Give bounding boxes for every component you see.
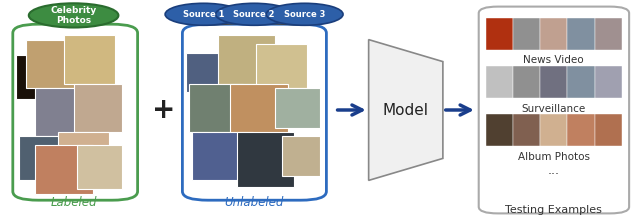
Bar bbox=[513, 18, 540, 50]
Bar bbox=[595, 114, 621, 146]
Text: Labeled: Labeled bbox=[51, 196, 97, 209]
Bar bbox=[26, 40, 80, 88]
Bar bbox=[230, 84, 288, 136]
Bar bbox=[275, 88, 320, 128]
Bar bbox=[77, 145, 122, 189]
Text: Source 1: Source 1 bbox=[183, 10, 224, 19]
Bar bbox=[540, 66, 568, 98]
Bar bbox=[256, 44, 307, 88]
Text: +: + bbox=[152, 96, 175, 124]
Text: Source 3: Source 3 bbox=[284, 10, 325, 19]
Text: Unlabeled: Unlabeled bbox=[225, 196, 284, 209]
Ellipse shape bbox=[165, 3, 242, 25]
Bar bbox=[595, 66, 621, 98]
Text: Testing Examples: Testing Examples bbox=[505, 205, 602, 214]
Polygon shape bbox=[369, 40, 443, 180]
Text: News Video: News Video bbox=[524, 55, 584, 65]
Bar bbox=[513, 66, 540, 98]
Bar bbox=[218, 35, 275, 84]
Bar bbox=[237, 132, 294, 187]
FancyBboxPatch shape bbox=[13, 24, 138, 200]
Ellipse shape bbox=[266, 3, 343, 25]
Bar bbox=[64, 35, 115, 84]
FancyBboxPatch shape bbox=[479, 7, 629, 213]
Bar bbox=[35, 88, 80, 136]
Text: Model: Model bbox=[383, 103, 429, 117]
Bar bbox=[35, 145, 93, 194]
Text: Source 2: Source 2 bbox=[234, 10, 275, 19]
Bar bbox=[58, 132, 109, 176]
Text: ...: ... bbox=[548, 164, 559, 177]
Bar bbox=[568, 18, 595, 50]
Bar bbox=[186, 53, 234, 92]
Bar bbox=[486, 66, 513, 98]
Bar bbox=[595, 18, 621, 50]
Bar bbox=[74, 84, 122, 132]
Text: Album Photos: Album Photos bbox=[518, 152, 589, 162]
Bar bbox=[282, 136, 320, 176]
Bar bbox=[540, 114, 568, 146]
FancyBboxPatch shape bbox=[182, 24, 326, 200]
Bar bbox=[568, 66, 595, 98]
Bar bbox=[513, 114, 540, 146]
Bar bbox=[192, 132, 253, 180]
Ellipse shape bbox=[29, 3, 118, 28]
Text: Celebrity
Photos: Celebrity Photos bbox=[51, 6, 97, 25]
Bar bbox=[540, 18, 568, 50]
Bar bbox=[486, 18, 513, 50]
Ellipse shape bbox=[216, 3, 292, 25]
Bar bbox=[19, 136, 67, 180]
Bar bbox=[568, 114, 595, 146]
Text: Surveillance: Surveillance bbox=[522, 104, 586, 114]
Bar bbox=[189, 84, 243, 132]
Bar bbox=[486, 114, 513, 146]
Bar bbox=[16, 55, 64, 99]
